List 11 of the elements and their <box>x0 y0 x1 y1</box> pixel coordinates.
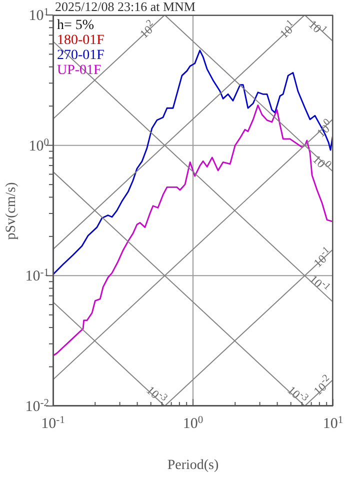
x-tick-label: 10$^{-1}$ <box>41 414 65 432</box>
text: 270-01F <box>57 48 104 63</box>
chart-title: 2025/12/08 23:16 at MNM <box>55 0 196 14</box>
x-tick-label: 10$^{1}$ <box>322 414 344 432</box>
y-tick-label: 10$^{-1}$ <box>25 267 49 285</box>
y-axis-title: pSv(cm/s) <box>4 182 20 240</box>
legend-label: 180-01F <box>57 33 104 48</box>
text: UP-01F <box>57 63 102 78</box>
x-axis-title: Period(s) <box>166 458 220 474</box>
annotation: h= 5% <box>57 18 96 33</box>
x-tick-label: 10$^{0}$ <box>182 414 204 432</box>
